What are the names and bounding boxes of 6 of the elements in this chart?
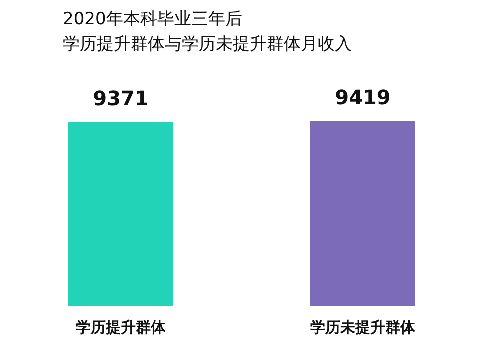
data-label: 9419	[335, 85, 391, 110]
x-tick-label: 学历提升群体	[76, 318, 167, 336]
chart-subtitle: 学历提升群体与学历未提升群体月收入	[63, 34, 352, 54]
data-label: 9371	[93, 86, 149, 110]
chart-title: 2020年本科毕业三年后	[63, 10, 242, 30]
x-tick-label: 学历未提升群体	[310, 318, 416, 336]
